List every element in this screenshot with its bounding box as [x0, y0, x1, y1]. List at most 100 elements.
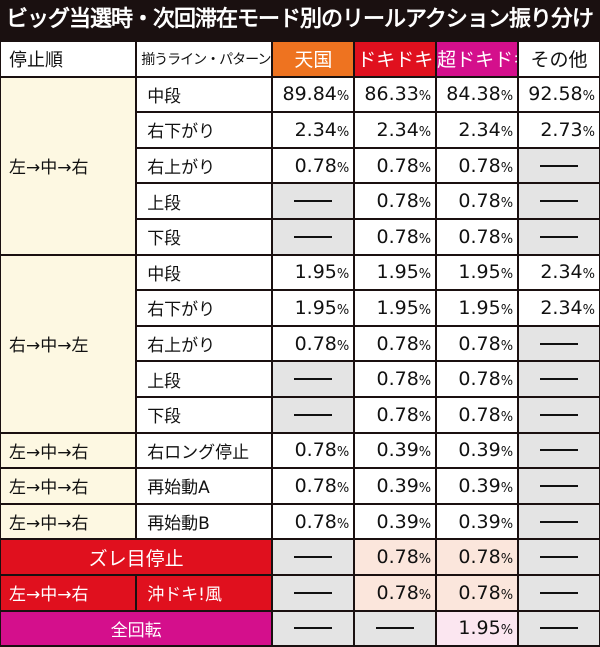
percent-cell: 0.78%: [355, 184, 436, 218]
header-mode-0: 天国: [273, 42, 354, 76]
stop-order: 左→中→右: [1, 433, 136, 468]
percent-sign: %: [582, 124, 595, 140]
percent-sign: %: [418, 231, 432, 247]
stop-order: 左→中→右: [1, 469, 136, 503]
pattern: 再始動A: [137, 469, 272, 503]
percent-value: 1.95: [458, 296, 501, 319]
dash: [294, 200, 333, 203]
percent-cell: 1.95%: [437, 291, 518, 325]
percent-cell: 0.78%: [355, 362, 436, 396]
pattern: 中段: [137, 77, 272, 112]
table-row: 上段 0.78% 0.78%: [1, 362, 599, 396]
percent-sign: %: [418, 374, 432, 390]
percent-cell: 2.34%: [519, 255, 599, 290]
percent-value: 0.78: [458, 332, 501, 355]
dash: [540, 164, 579, 167]
percent-sign: %: [500, 160, 514, 176]
percent-sign: %: [500, 445, 514, 461]
percent-value: 0.78: [376, 581, 419, 604]
percent-sign: %: [418, 196, 432, 212]
percent-cell: 2.34%: [437, 113, 518, 147]
dash: [540, 200, 579, 203]
empty-cell: [519, 184, 599, 218]
stop-order: 左→中→右: [1, 575, 136, 610]
percent-sign: %: [500, 374, 514, 390]
percent-cell: 0.78%: [437, 148, 518, 183]
stop-order: 右→中→左: [1, 255, 136, 432]
pattern: 右ロング停止: [137, 433, 272, 468]
pattern: 右下がり: [137, 291, 272, 325]
percent-sign: %: [418, 480, 432, 496]
percent-value: 0.78: [458, 403, 501, 426]
percent-value: 0.39: [376, 510, 419, 533]
pattern: 上段: [137, 184, 272, 218]
empty-cell: [519, 148, 599, 183]
percent-cell: 0.78%: [273, 504, 354, 539]
percent-sign: %: [418, 124, 432, 140]
empty-cell: [519, 540, 599, 574]
percent-cell: 1.95%: [355, 255, 436, 290]
percent-cell: 84.38%: [437, 77, 518, 112]
percent-value: 2.34: [458, 118, 501, 141]
percent-sign: %: [500, 480, 514, 496]
empty-cell: [273, 397, 354, 432]
percent-value: 0.78: [376, 154, 419, 177]
percent-sign: %: [336, 302, 350, 318]
empty-cell: [355, 611, 436, 646]
percent-value: 2.34: [540, 296, 583, 319]
percent-sign: %: [418, 409, 432, 425]
table-row: 右上がり 0.78% 0.78% 0.78%: [1, 326, 599, 361]
percent-value: 0.39: [458, 510, 501, 533]
percent-value: 1.95: [376, 261, 419, 284]
percent-cell: 86.33%: [355, 77, 436, 112]
empty-cell: [273, 575, 354, 610]
header-order: 停止順: [1, 42, 136, 76]
percent-value: 0.39: [376, 439, 419, 462]
dash: [294, 413, 333, 416]
table-row: 右→中→左 中段 1.95% 1.95% 1.95% 2.34%: [1, 255, 599, 432]
percent-value: 0.78: [458, 546, 501, 569]
percent-value: 1.95: [294, 296, 337, 319]
dash: [540, 484, 579, 487]
percent-sign: %: [336, 267, 350, 283]
percent-cell: 0.78%: [437, 184, 518, 218]
table-row: 左→中→右 右ロング停止 0.78% 0.39% 0.39%: [1, 433, 599, 468]
empty-cell: [519, 362, 599, 396]
percent-cell: 0.78%: [355, 148, 436, 183]
special-label: ズレ目停止: [1, 540, 272, 574]
percent-cell: 0.78%: [437, 397, 518, 432]
header-mode-1: ドキドキ: [355, 42, 436, 76]
percent-cell: 0.78%: [273, 148, 354, 183]
percent-value: 0.78: [376, 403, 419, 426]
pattern: 上段: [137, 362, 272, 396]
percent-cell: 0.78%: [437, 362, 518, 396]
empty-cell: [519, 504, 599, 539]
percent-value: 0.78: [458, 368, 501, 391]
percent-sign: %: [418, 160, 432, 176]
percent-value: 2.34: [376, 118, 419, 141]
percent-value: 0.78: [376, 546, 419, 569]
table-row: 上段 0.78% 0.78%: [1, 184, 599, 218]
percent-cell: 0.78%: [437, 540, 518, 574]
percent-cell: 1.95%: [273, 255, 354, 290]
percent-sign: %: [336, 160, 350, 176]
dash: [540, 627, 579, 630]
reel-action-table: 停止順揃うライン・パターン天国ドキドキ超ドキドキその他左→中→右中段89.84%…: [0, 40, 600, 647]
table-row: 左→中→右 再始動B 0.78% 0.39% 0.39%: [1, 504, 599, 539]
percent-value: 2.73: [540, 118, 583, 141]
pattern: 再始動B: [137, 504, 272, 539]
empty-cell: [519, 219, 599, 254]
empty-cell: [273, 219, 354, 254]
empty-cell: [519, 326, 599, 361]
dash: [540, 235, 579, 238]
empty-cell: [519, 433, 599, 468]
percent-cell: 0.78%: [273, 326, 354, 361]
percent-cell: 2.73%: [519, 113, 599, 147]
pattern: 下段: [137, 397, 272, 432]
percent-value: 0.78: [294, 154, 337, 177]
percent-cell: 1.95%: [437, 611, 518, 646]
dash: [294, 235, 333, 238]
percent-sign: %: [418, 338, 432, 354]
percent-sign: %: [500, 267, 514, 283]
